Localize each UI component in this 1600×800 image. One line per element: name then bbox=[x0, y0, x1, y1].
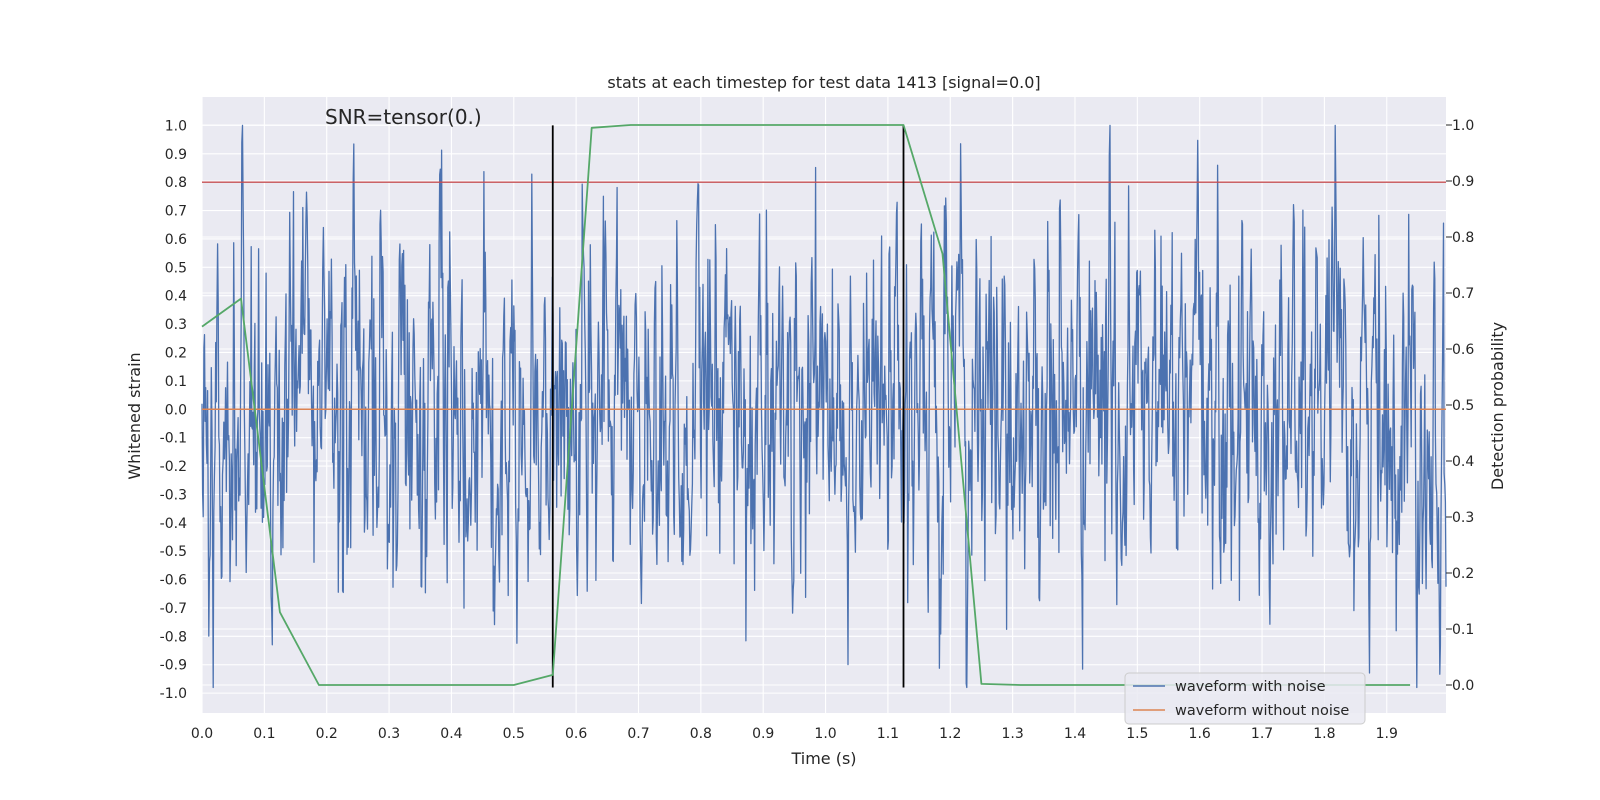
y-tick-label: 0.0 bbox=[165, 402, 187, 418]
x-tick-label: 0.0 bbox=[191, 726, 213, 742]
y-tick-label: -0.1 bbox=[160, 431, 187, 447]
y-tick-label: 0.2 bbox=[165, 345, 187, 361]
y2-tick-label: 0.0 bbox=[1452, 678, 1474, 694]
legend-label-waveform-without-noise: waveform without noise bbox=[1175, 703, 1349, 719]
y-tick-label: -0.3 bbox=[160, 487, 187, 503]
x-axis-label: Time (s) bbox=[790, 749, 856, 768]
y2-tick-label: 0.3 bbox=[1452, 510, 1474, 526]
x-tick-label: 0.3 bbox=[378, 726, 400, 742]
y2-tick-label: 0.1 bbox=[1452, 622, 1474, 638]
x-tick-label: 0.4 bbox=[440, 726, 462, 742]
y2-tick-label: 0.6 bbox=[1452, 342, 1474, 358]
x-tick-label: 1.1 bbox=[877, 726, 899, 742]
legend: waveform with noise waveform without noi… bbox=[1124, 672, 1366, 725]
x-tick-label: 0.8 bbox=[690, 726, 712, 742]
x-tick-label: 1.6 bbox=[1189, 726, 1211, 742]
x-tick-label: 0.6 bbox=[565, 726, 587, 742]
chart-title: stats at each timestep for test data 141… bbox=[607, 73, 1040, 92]
y-tick-label: -0.9 bbox=[160, 658, 187, 674]
y-axis-label: Whitened strain bbox=[125, 352, 144, 479]
y-axis-ticks: 1.0 0.9 0.8 0.7 0.6 0.5 0.4 0.3 0.2 0.1 0.0 -0.1 -0.… bbox=[160, 118, 187, 702]
x-tick-label: 0.5 bbox=[503, 726, 525, 742]
y-tick-label: 0.6 bbox=[165, 232, 187, 248]
y-tick-label: -0.7 bbox=[160, 601, 187, 617]
y-tick-label: 0.8 bbox=[165, 175, 187, 191]
noise-waveform-line bbox=[201, 124, 1447, 689]
y-tick-label: 0.5 bbox=[165, 260, 187, 276]
y2-tick-label: 0.2 bbox=[1452, 566, 1474, 582]
y2-tick-label: 0.9 bbox=[1452, 174, 1474, 190]
y2-axis-label: Detection probability bbox=[1488, 322, 1507, 490]
y2-tick-label: 0.7 bbox=[1452, 286, 1474, 302]
y-tick-label: 1.0 bbox=[165, 118, 187, 134]
x-tick-label: 1.5 bbox=[1126, 726, 1148, 742]
y2-axis-ticks: 1.0 0.9 0.8 0.7 0.6 0.5 0.4 0.3 0.2 0.1 0.0 bbox=[1446, 118, 1474, 694]
y2-tick-label: 0.5 bbox=[1452, 398, 1474, 414]
x-tick-label: 1.8 bbox=[1313, 726, 1335, 742]
x-tick-label: 0.9 bbox=[752, 726, 774, 742]
y2-tick-label: 0.8 bbox=[1452, 230, 1474, 246]
legend-label-waveform-with-noise: waveform with noise bbox=[1175, 679, 1326, 695]
y-tick-label: 0.7 bbox=[165, 204, 187, 220]
x-tick-label: 0.2 bbox=[316, 726, 338, 742]
vertical-markers bbox=[551, 125, 905, 688]
y2-tick-label: 0.4 bbox=[1452, 454, 1474, 470]
snr-annotation: SNR=tensor(0.) bbox=[325, 105, 482, 129]
y-tick-label: 0.3 bbox=[165, 317, 187, 333]
x-tick-label: 1.3 bbox=[1001, 726, 1023, 742]
legend-box bbox=[1124, 672, 1366, 725]
y-tick-label: 0.9 bbox=[165, 147, 187, 163]
y-tick-label: 0.1 bbox=[165, 374, 187, 390]
x-tick-label: 1.0 bbox=[814, 726, 836, 742]
y-tick-label: -0.6 bbox=[160, 573, 187, 589]
series-waveform-with-noise bbox=[201, 124, 1447, 689]
x-tick-label: 1.2 bbox=[939, 726, 961, 742]
y-tick-label: -1.0 bbox=[160, 686, 187, 702]
y2-tick-label: 1.0 bbox=[1452, 118, 1474, 134]
x-tick-label: 0.1 bbox=[253, 726, 275, 742]
x-tick-label: 0.7 bbox=[627, 726, 649, 742]
x-axis-ticks: 0.0 0.1 0.2 0.3 0.4 0.5 0.6 0.7 0.8 0.9 1.0 1.1 1.2 1… bbox=[191, 726, 1398, 742]
y-tick-label: -0.5 bbox=[160, 544, 187, 560]
x-tick-label: 1.4 bbox=[1064, 726, 1086, 742]
y-tick-label: -0.8 bbox=[160, 629, 187, 645]
y-tick-label: -0.4 bbox=[160, 516, 187, 532]
y-tick-label: -0.2 bbox=[160, 459, 187, 475]
y-tick-label: 0.4 bbox=[165, 289, 187, 305]
x-tick-label: 1.7 bbox=[1251, 726, 1273, 742]
x-tick-label: 1.9 bbox=[1376, 726, 1398, 742]
